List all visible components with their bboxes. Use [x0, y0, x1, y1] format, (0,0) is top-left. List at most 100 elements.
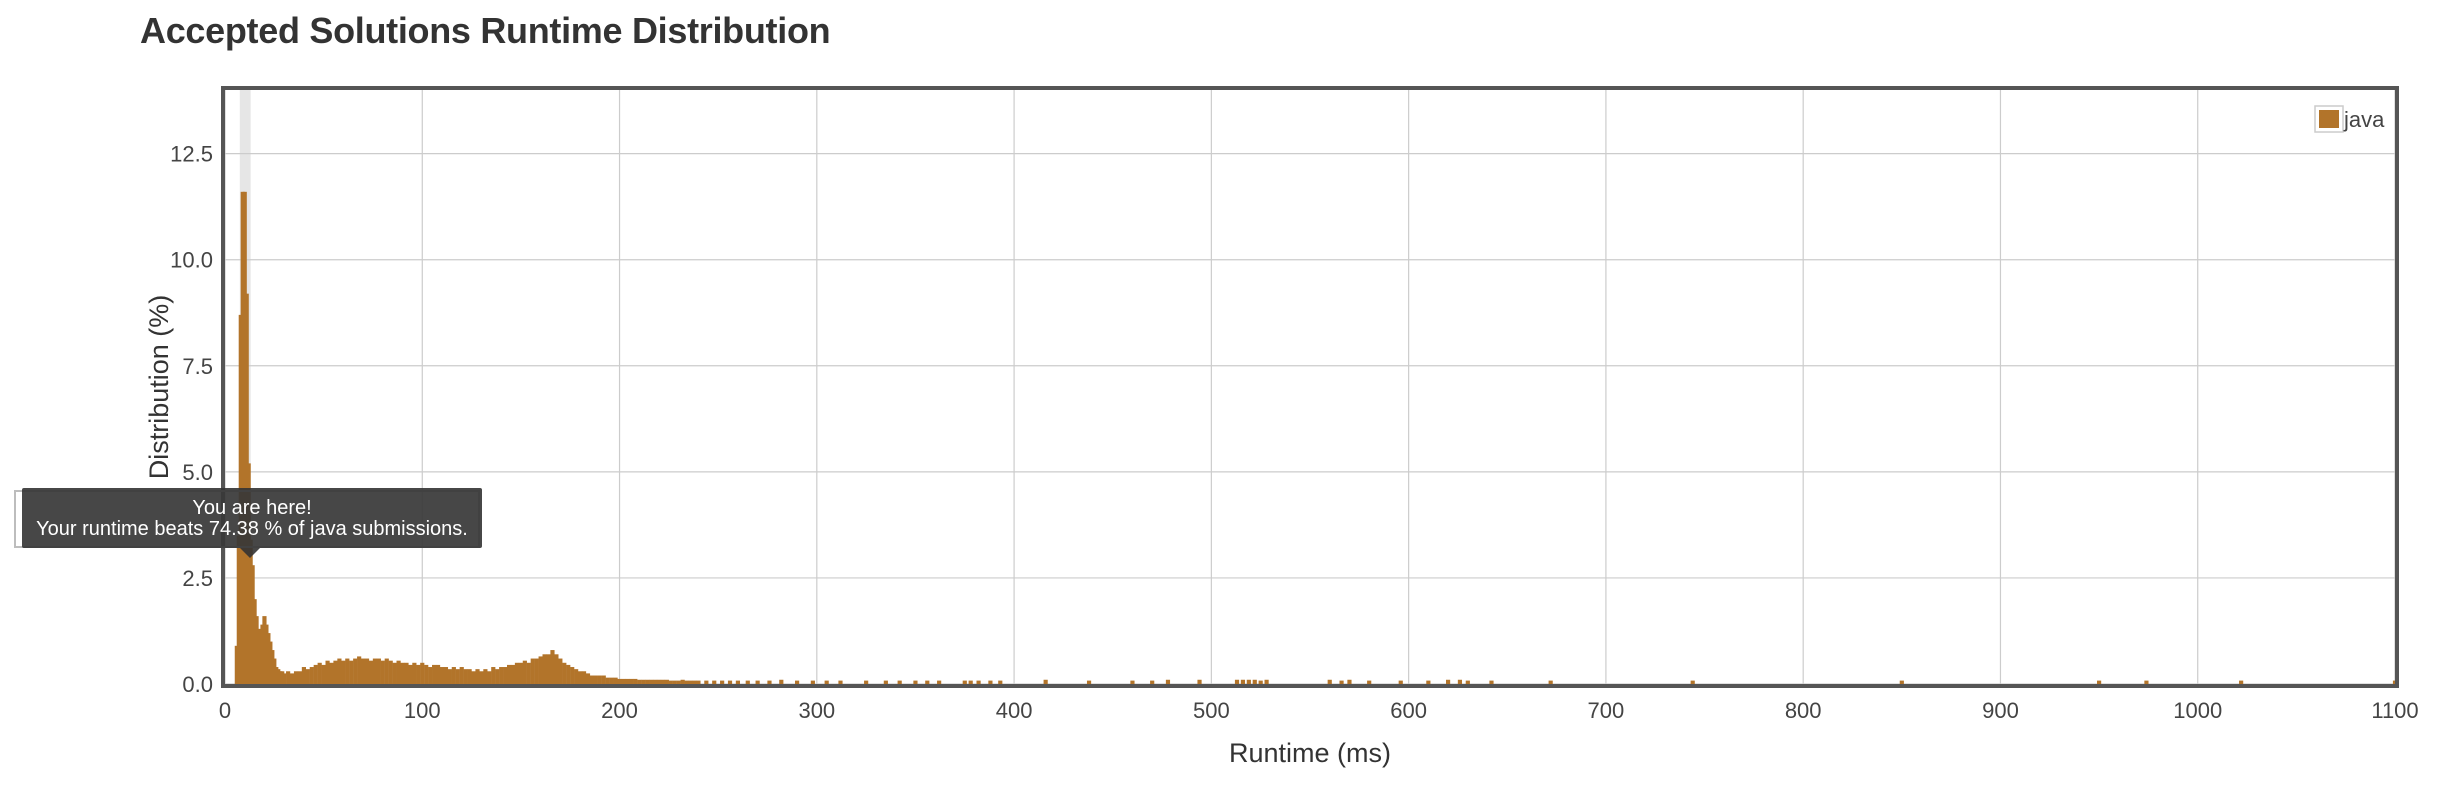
x-tick-label: 100: [404, 698, 441, 723]
plot-frame: [221, 86, 2399, 688]
histogram-bar: [864, 680, 869, 684]
histogram-bar: [1252, 679, 1257, 684]
histogram-bar: [447, 669, 452, 684]
histogram-bar: [313, 664, 318, 684]
histogram-bar: [656, 679, 662, 684]
histogram-bar: [976, 680, 981, 684]
x-tick-label: 800: [1785, 698, 1822, 723]
histogram-bar: [435, 664, 441, 684]
histogram-bar: [325, 660, 330, 684]
histogram-bar: [2239, 680, 2244, 684]
histogram-bar: [838, 680, 843, 684]
histogram-bar: [566, 664, 571, 684]
histogram-bar: [459, 667, 464, 684]
histogram-bar: [668, 680, 673, 684]
histogram-bar: [451, 667, 456, 684]
histogram-bar: [404, 662, 409, 684]
histogram-bar: [514, 662, 520, 684]
histogram-bar: [617, 678, 622, 684]
histogram-bar: [2097, 680, 2102, 684]
x-tick-label: 600: [1390, 698, 1427, 723]
histogram-bar: [1347, 679, 1352, 684]
histogram-bar: [712, 680, 717, 684]
histogram-bar: [554, 654, 559, 684]
histogram-bar: [570, 667, 575, 684]
histogram-bar: [1489, 680, 1494, 684]
histogram-bar: [471, 671, 476, 684]
histogram-bar: [1690, 680, 1695, 684]
histogram-bar: [1246, 679, 1251, 684]
tooltip-arrow: [240, 548, 260, 558]
histogram-bar: [558, 658, 563, 684]
x-tick-label: 400: [996, 698, 1033, 723]
histogram-bar: [542, 654, 547, 684]
legend-swatch-java: [2319, 110, 2339, 128]
histogram-bar: [1327, 679, 1332, 684]
histogram-bar: [621, 678, 626, 684]
x-tick-label: 1100: [2371, 698, 2418, 723]
histogram-bar: [593, 675, 598, 684]
legend-label-java: java: [2343, 107, 2385, 132]
histogram-bar: [605, 677, 610, 684]
histogram-bar: [913, 680, 918, 684]
histogram-bar: [479, 671, 484, 684]
histogram-bar: [574, 669, 579, 684]
histogram-bar: [637, 679, 642, 684]
histogram-bar: [396, 660, 401, 684]
histogram-bar: [376, 658, 381, 684]
histogram-bar: [937, 680, 942, 684]
histogram-bar: [676, 680, 681, 684]
y-tick-label: 2.5: [182, 566, 213, 591]
histogram-bar: [424, 664, 429, 684]
x-tick-label: 500: [1193, 698, 1230, 723]
x-tick-label: 0: [219, 698, 231, 723]
page-title: Accepted Solutions Runtime Distribution: [140, 10, 831, 51]
histogram-bar: [649, 679, 654, 684]
tick-label-layer: 0 100 200 300 400 500 600 700 800 900 1000 1100 0.0 2…: [170, 142, 2418, 723]
histogram-bar: [534, 658, 539, 684]
histogram-bar: [597, 675, 602, 684]
histogram-bar: [487, 671, 492, 684]
histogram-bar: [400, 662, 405, 684]
y-tick-label: 0.0: [182, 672, 213, 697]
histogram-bar: [645, 679, 650, 684]
legend[interactable]: java: [2314, 105, 2385, 133]
histogram-bar: [755, 680, 760, 684]
histogram-bar: [633, 678, 638, 684]
histogram-bar: [779, 679, 784, 684]
histogram-bar: [696, 680, 701, 684]
histogram-bar: [1339, 680, 1344, 684]
histogram-bar: [467, 669, 472, 684]
histogram-bar: [883, 680, 888, 684]
histogram-bar: [562, 662, 567, 684]
histogram-bar: [301, 667, 306, 684]
histogram-bar: [321, 664, 326, 684]
histogram-bar: [735, 680, 740, 684]
histogram-bar: [625, 678, 630, 684]
histogram-bar: [526, 662, 531, 684]
histogram-bar: [368, 660, 374, 684]
histogram-bar: [388, 660, 393, 684]
histogram-bar: [998, 680, 1003, 684]
histogram-bar: [297, 671, 303, 684]
histogram-bar: [1457, 679, 1463, 684]
x-tick-label: 300: [798, 698, 835, 723]
histogram-bar: [463, 669, 468, 684]
histogram-bar: [672, 680, 677, 684]
tooltip-line-2: Your runtime beats 74.38 % of java submi…: [36, 518, 468, 540]
histogram-bar: [349, 660, 354, 684]
histogram-bar: [361, 658, 366, 684]
histogram-bar: [688, 680, 693, 684]
histogram-bar: [1446, 679, 1451, 684]
histogram-bar: [680, 679, 685, 684]
histogram-bar: [491, 667, 496, 684]
x-tick-label: 700: [1588, 698, 1625, 723]
histogram-bar: [1240, 679, 1246, 684]
histogram-bar: [530, 658, 535, 684]
histogram-bar: [538, 656, 543, 684]
histogram-bar: [652, 679, 658, 684]
histogram-bar: [546, 654, 551, 684]
histogram-bar: [629, 678, 634, 684]
histogram-bar: [1426, 680, 1431, 684]
